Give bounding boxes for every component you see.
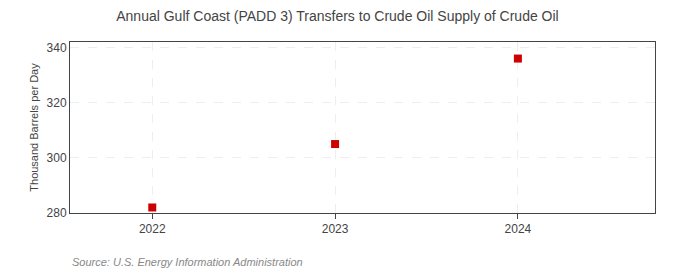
svg-text:2024: 2024: [505, 222, 532, 236]
svg-text:Thousand Barrels per Day: Thousand Barrels per Day: [28, 63, 40, 192]
svg-text:2023: 2023: [322, 222, 349, 236]
svg-text:300: 300: [47, 151, 67, 165]
svg-text:2022: 2022: [139, 222, 166, 236]
svg-text:320: 320: [47, 96, 67, 110]
svg-text:Source: U.S. Energy Informatio: Source: U.S. Energy Information Administ…: [72, 256, 303, 268]
svg-text:340: 340: [47, 41, 67, 55]
svg-text:Annual Gulf Coast (PADD 3) Tra: Annual Gulf Coast (PADD 3) Transfers to …: [116, 8, 558, 24]
svg-text:280: 280: [47, 206, 67, 220]
